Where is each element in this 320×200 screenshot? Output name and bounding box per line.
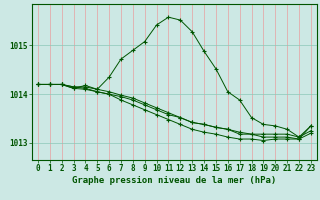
X-axis label: Graphe pression niveau de la mer (hPa): Graphe pression niveau de la mer (hPa) (72, 176, 276, 185)
